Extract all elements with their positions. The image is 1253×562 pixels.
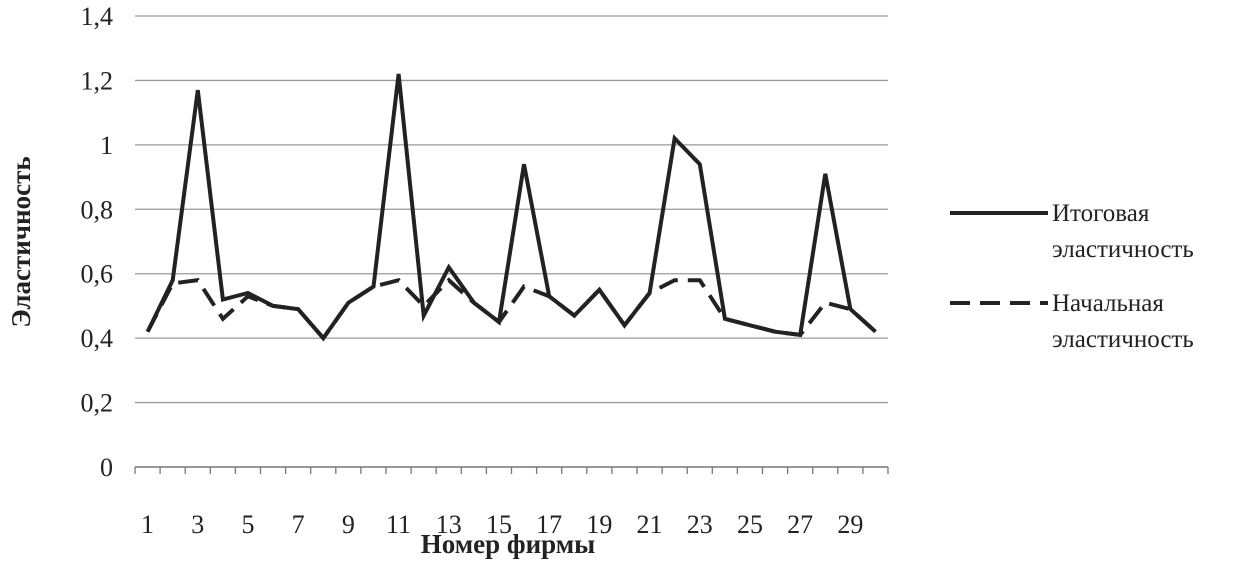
legend-label-final: Итоговая эластичность [1052,200,1194,263]
y-tick-label: 1 [100,131,113,160]
legend-label-initial: Начальная эластичность [1052,290,1194,353]
gridlines [134,15,889,474]
series-line-final-elasticity [145,73,877,342]
x-tick-label: 11 [386,510,411,539]
x-tick-label: 3 [191,510,204,539]
y-axis-tick-labels: 0 0,2 0,4 0,6 0,8 1 1,2 1,4 [81,2,114,482]
y-tick-label: 0 [100,453,113,482]
x-tick-label: 29 [837,510,863,539]
y-tick-label: 0,6 [81,260,114,289]
x-tick-label: 27 [787,510,813,539]
x-axis-tick-labels: 1 3 5 7 9 11 13 15 17 19 21 23 25 27 29 [141,510,863,539]
y-tick-label: 1,4 [81,2,114,31]
x-axis-title: Номер фирмы [421,529,595,559]
x-tick-label: 9 [342,510,355,539]
x-tick-label: 5 [241,510,254,539]
data-series [145,73,877,342]
y-tick-label: 0,8 [81,195,114,224]
y-tick-label: 0,2 [81,389,114,418]
y-tick-label: 0,4 [81,324,114,353]
x-tick-label: 17 [536,510,562,539]
y-axis-title: Эластичность [6,156,36,327]
x-tick-label: 13 [436,510,462,539]
x-tick-label: 1 [141,510,154,539]
x-tick-label: 23 [687,510,713,539]
x-tick-label: 15 [486,510,512,539]
x-tick-label: 19 [586,510,612,539]
x-tick-label: 25 [737,510,763,539]
y-tick-label: 1,2 [81,66,114,95]
legend: Итоговая эластичность Начальная эластичн… [950,200,1194,353]
x-tick-label: 21 [637,510,663,539]
x-tick-label: 7 [292,510,305,539]
